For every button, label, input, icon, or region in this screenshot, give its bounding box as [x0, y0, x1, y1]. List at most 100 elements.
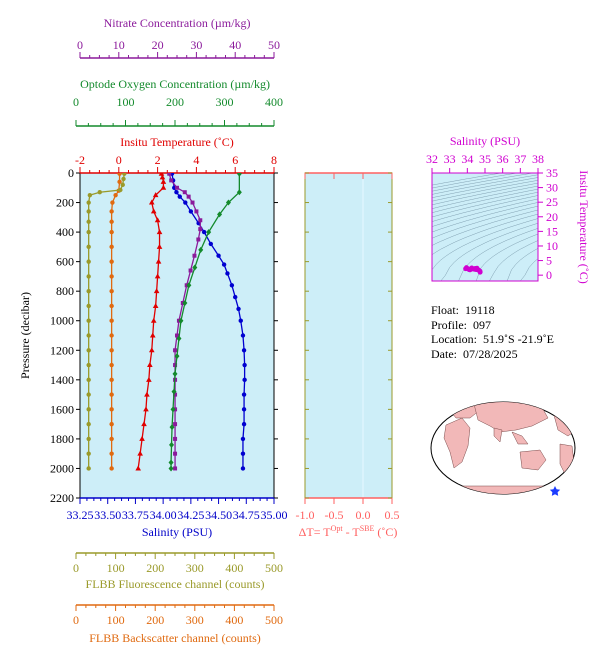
salinity-point — [241, 392, 247, 397]
backscatter-tick-label: 400 — [225, 613, 243, 627]
oxygen-point — [168, 459, 174, 466]
fluorescence-point — [97, 190, 102, 195]
nitrate-point — [175, 185, 179, 190]
map-africa — [443, 417, 471, 469]
temperature-point — [135, 465, 141, 471]
backscatter-point — [117, 179, 122, 185]
fluorescence-point — [86, 259, 91, 264]
backscatter-point — [109, 466, 114, 471]
temperature-point — [143, 406, 149, 412]
fluorescence-point — [121, 176, 126, 182]
fluorescence-tick-label: 400 — [225, 561, 243, 575]
ts-isopycnal — [432, 213, 538, 256]
backscatter-tick-label: 500 — [265, 613, 283, 627]
nitrate-tick-label: 0 — [77, 38, 83, 52]
oxygen-point — [178, 317, 184, 324]
oxygen-point — [172, 370, 178, 377]
backscatter-point — [109, 451, 114, 456]
ts-temperature-title: Insitu Temperature (˚C) — [577, 170, 591, 284]
pressure-tick-label: 400 — [56, 225, 74, 239]
salinity-point — [183, 200, 188, 205]
fluorescence-point — [86, 288, 91, 294]
backscatter-point — [109, 407, 114, 412]
salinity-point — [241, 421, 247, 427]
fluorescence-point — [86, 436, 91, 442]
salinity-point — [233, 294, 238, 300]
temperature-point — [160, 184, 167, 190]
backscatter-point — [109, 392, 114, 397]
backscatter-point — [109, 274, 114, 279]
location: Location: 51.9˚S -21.9˚E — [431, 332, 554, 346]
temperature-point — [156, 243, 163, 249]
backscatter-tick-label: 100 — [107, 613, 125, 627]
nitrate-point — [198, 218, 203, 223]
backscatter-point — [109, 288, 114, 294]
fluorescence-point — [86, 219, 91, 224]
nitrate-point — [173, 363, 178, 368]
backscatter-point — [109, 377, 114, 383]
temperature-point — [144, 391, 150, 397]
oxygen-point — [168, 465, 174, 472]
nitrate-axis-title: Nitrate Concentration (µm/kg) — [104, 16, 251, 30]
float-location-marker — [549, 486, 561, 496]
world-map — [430, 401, 576, 496]
delta-t-tick-label: 0.0 — [356, 508, 371, 522]
backscatter-point — [109, 259, 114, 264]
ts-isopycnal — [432, 177, 538, 198]
oxygen-tick-label: 400 — [265, 95, 283, 109]
oxygen-point — [198, 246, 204, 253]
oxygen-point — [176, 335, 182, 342]
salinity-point — [240, 333, 246, 338]
nitrate-tick-label: 10 — [113, 38, 125, 52]
oxygen-point — [182, 300, 188, 306]
nitrate-tick-label: 50 — [268, 38, 280, 52]
ts-isopycnal — [432, 191, 538, 218]
salinity-point — [229, 283, 235, 288]
salinity-point — [208, 241, 214, 247]
temperature-point — [155, 258, 162, 264]
ts-isopycnal — [432, 205, 538, 239]
ts-isopycnal — [432, 174, 538, 195]
pressure-tick-label: 1200 — [50, 343, 74, 357]
fluorescence-point — [86, 392, 91, 397]
delta-t-tick-label: 0.5 — [385, 508, 400, 522]
salinity-tick-label: 33.50 — [94, 508, 121, 522]
oxygen-axis-title: Optode Oxygen Concentration (µm/kg) — [80, 77, 270, 91]
ts-isopycnal — [432, 228, 538, 281]
oxygen-tick-label: 100 — [117, 95, 135, 109]
ts-isopycnal — [432, 198, 538, 227]
salinity-point — [236, 306, 241, 312]
temperature-point — [150, 317, 157, 323]
salinity-tick-label: 34.50 — [205, 508, 232, 522]
temperature-point — [152, 192, 159, 198]
fluorescence-tick-label: 0 — [73, 561, 79, 575]
salinity-point — [242, 377, 247, 383]
ts-salinity-tick-label: 34 — [461, 152, 473, 166]
ts-temperature-tick-label: 5 — [546, 254, 552, 268]
map-australia — [519, 449, 547, 471]
map-greenland — [439, 402, 453, 411]
nitrate-point — [173, 422, 178, 427]
ts-isopycnal — [432, 173, 503, 186]
salinity-point — [221, 262, 227, 267]
pressure-tick-label: 600 — [56, 255, 74, 269]
fluorescence-tick-label: 200 — [146, 561, 164, 575]
pressure-tick-label: 200 — [56, 196, 74, 210]
temperature-point — [159, 174, 166, 180]
delta-t-axis-title: ΔT= TOpt - TSBE (˚C) — [299, 524, 398, 539]
backscatter-point — [110, 200, 115, 205]
fluorescence-tick-label: 100 — [107, 561, 125, 575]
oxygen-point — [206, 229, 212, 236]
pressure-tick-label: 1600 — [50, 402, 74, 416]
ts-salinity-tick-label: 32 — [426, 152, 438, 166]
backscatter-point — [109, 303, 114, 309]
ts-salinity-tick-label: 36 — [497, 152, 509, 166]
backscatter-point — [113, 192, 118, 198]
ts-isopycnal — [432, 240, 538, 281]
pressure-tick-label: 800 — [56, 284, 74, 298]
salinity-point — [201, 229, 207, 235]
ts-isopycnal — [432, 202, 538, 233]
ts-salinity-tick-label: 33 — [444, 152, 456, 166]
nitrate-point — [173, 348, 178, 353]
map-india — [493, 427, 503, 443]
